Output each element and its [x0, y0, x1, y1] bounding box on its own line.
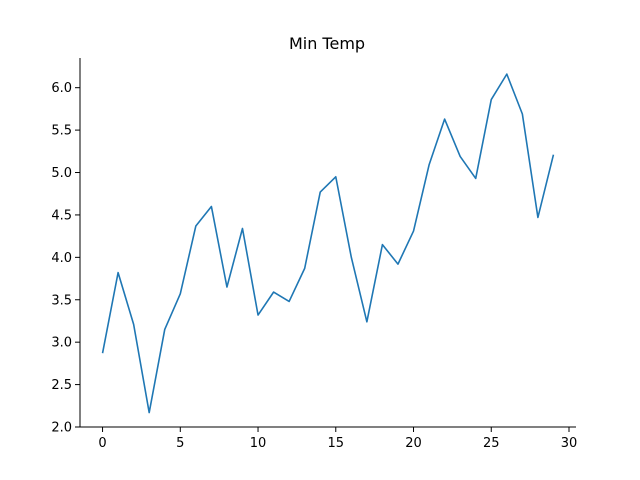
y-tick-label: 3.0	[51, 336, 72, 351]
y-axis-ticks: 2.0 2.5 3.0 3.5 4.0 4.5 5.0 5.5 6.0	[51, 81, 80, 436]
x-tick-label: 0	[98, 436, 106, 451]
x-tick-label: 20	[405, 436, 422, 451]
y-tick-label: 4.0	[51, 251, 72, 266]
y-tick-label: 6.0	[51, 81, 72, 96]
series-group	[101, 73, 555, 414]
x-tick-label: 30	[561, 436, 578, 451]
y-tick-label: 3.5	[51, 293, 72, 308]
y-tick-label: 4.5	[51, 208, 72, 223]
y-tick-label: 2.5	[51, 378, 72, 393]
x-tick-label: 15	[328, 436, 345, 451]
y-tick-label: 5.5	[51, 124, 72, 139]
axes	[79, 58, 576, 428]
x-tick-label: 10	[250, 436, 267, 451]
x-tick-label: 25	[483, 436, 500, 451]
y-tick-label: 2.0	[51, 421, 72, 436]
series-line	[101, 73, 555, 414]
x-tick-label: 5	[176, 436, 184, 451]
y-tick-label: 5.0	[51, 166, 72, 181]
x-axis-ticks: 0 5 10 15 20 25 30	[98, 427, 577, 451]
chart-title: Min Temp	[289, 34, 365, 53]
